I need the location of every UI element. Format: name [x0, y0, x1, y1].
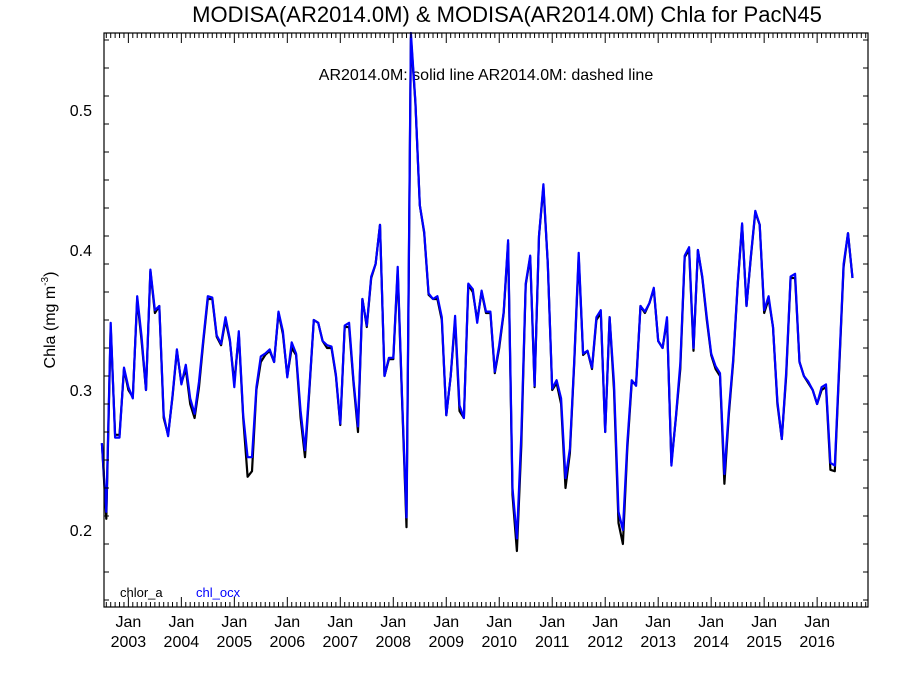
- legend-chl-ocx: chl_ocx: [196, 585, 241, 600]
- y-tick-label: 0.4: [70, 243, 92, 260]
- legend: chlor_a chl_ocx: [120, 585, 241, 600]
- x-tick-label-year: 2005: [217, 634, 253, 651]
- x-tick-label-year: 2015: [746, 634, 782, 651]
- x-tick-label-year: 2016: [799, 634, 835, 651]
- plot-frame: [103, 32, 869, 608]
- y-axis-label: Chla (mg m-3): [40, 272, 59, 369]
- plot-area: 0.2 0.3 0.4 0.5 Jan 2003 Jan 2004 Jan 2005 Jan 200…: [70, 31, 869, 651]
- legend-chlor-a: chlor_a: [120, 585, 163, 600]
- x-tick-label-month: Jan: [380, 614, 406, 631]
- x-tick-label-month: Jan: [539, 614, 565, 631]
- x-tick-label-month: Jan: [486, 614, 512, 631]
- y-tick-label: 0.3: [70, 383, 92, 400]
- x-tick-label-month: Jan: [221, 614, 247, 631]
- x-tick-label-month: Jan: [115, 614, 141, 631]
- y-axis-ticks: 0.2 0.3 0.4 0.5: [70, 39, 868, 601]
- x-tick-label-year: 2014: [693, 634, 729, 651]
- x-tick-label-month: Jan: [645, 614, 671, 631]
- x-tick-label-year: 2009: [428, 634, 464, 651]
- x-tick-label-month: Jan: [433, 614, 459, 631]
- x-tick-label-year: 2003: [111, 634, 147, 651]
- y-tick-label: 0.5: [70, 103, 92, 120]
- x-tick-label-year: 2012: [587, 634, 623, 651]
- y-axis-label-close: ): [42, 272, 59, 277]
- x-tick-label-year: 2004: [164, 634, 200, 651]
- x-tick-label-year: 2011: [535, 634, 570, 651]
- chart-subtitle: AR2014.0M: solid line AR2014.0M: dashed …: [319, 67, 654, 84]
- x-axis-ticks: Jan 2003 Jan 2004 Jan 2005 Jan 2006 Jan 2007 Jan 20…: [105, 33, 867, 651]
- x-tick-label-month: Jan: [751, 614, 777, 631]
- series-line-chl-ocx: [100, 31, 854, 540]
- x-tick-label-month: Jan: [168, 614, 194, 631]
- y-tick-label: 0.2: [70, 523, 92, 540]
- x-tick-label-month: Jan: [327, 614, 353, 631]
- x-tick-label-year: 2013: [640, 634, 676, 651]
- x-tick-label-year: 2008: [375, 634, 411, 651]
- x-tick-label-month: Jan: [592, 614, 618, 631]
- y-axis-label-text: Chla (mg m: [42, 286, 59, 369]
- x-tick-label-year: 2007: [323, 634, 359, 651]
- x-tick-label-year: 2010: [481, 634, 517, 651]
- x-tick-label-year: 2006: [270, 634, 306, 651]
- series-line-chlor-a: [100, 36, 854, 553]
- x-tick-label-month: Jan: [804, 614, 830, 631]
- chart-title: MODISA(AR2014.0M) & MODISA(AR2014.0M) Ch…: [192, 2, 822, 27]
- x-tick-label-month: Jan: [698, 614, 724, 631]
- y-axis-label-superscript: -3: [40, 276, 51, 285]
- x-tick-label-month: Jan: [274, 614, 300, 631]
- series-layer: [100, 31, 854, 553]
